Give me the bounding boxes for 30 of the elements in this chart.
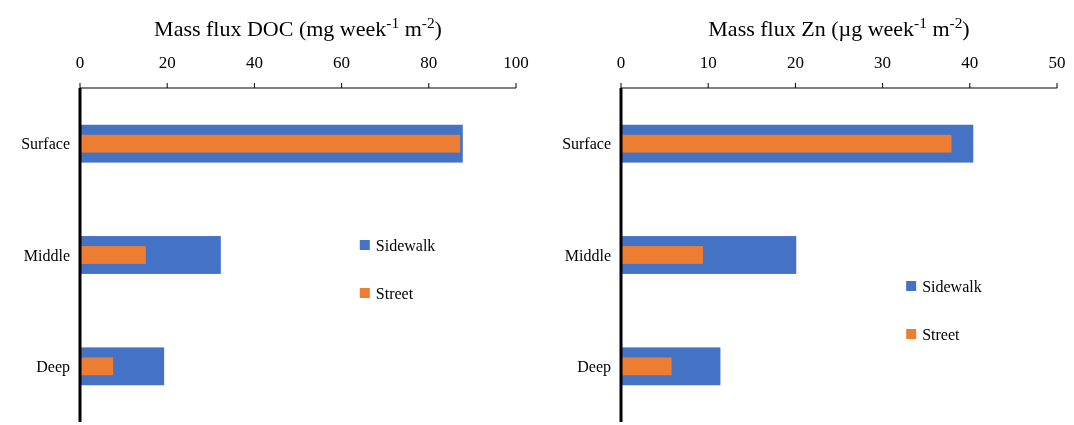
chart-title: Mass flux DOC (mg week$^{-1}$ m$^{-2}$): [154, 13, 442, 41]
x-tick-label: 20: [786, 53, 804, 72]
x-tick-label: 0: [75, 53, 85, 72]
x-tick-label: 10: [699, 53, 717, 72]
legend-label: Street: [375, 284, 414, 302]
y-tick-label: Surface: [21, 135, 70, 153]
x-tick-label: 100: [503, 53, 529, 72]
chart-title: Mass flux Zn (µg week$^{-1}$ m$^{-2}$): [708, 13, 970, 41]
y-tick-label: Surface: [562, 135, 611, 153]
x-tick-label: 20: [158, 53, 176, 72]
x-tick-label: 80: [420, 53, 438, 72]
y-tick-label: Deep: [36, 357, 70, 376]
bar: [80, 246, 146, 264]
bar: [621, 246, 703, 264]
bar: [80, 134, 461, 153]
legend-label: Sidewalk: [922, 277, 982, 295]
y-tick-label: Middle: [564, 246, 611, 264]
x-tick-label: 40: [245, 53, 263, 72]
bar: [621, 357, 672, 376]
x-tick-label: 50: [1048, 53, 1066, 72]
bar: [621, 134, 952, 153]
x-tick-label: 60: [333, 53, 351, 72]
legend-label: Street: [922, 325, 961, 343]
y-tick-label: Deep: [577, 357, 611, 376]
bar: [80, 357, 114, 376]
y-tick-label: Middle: [23, 246, 70, 264]
legend-label: Sidewalk: [375, 236, 436, 254]
x-tick-label: 40: [961, 53, 979, 72]
x-tick-label: 30: [874, 53, 892, 72]
x-tick-label: 0: [616, 53, 626, 72]
